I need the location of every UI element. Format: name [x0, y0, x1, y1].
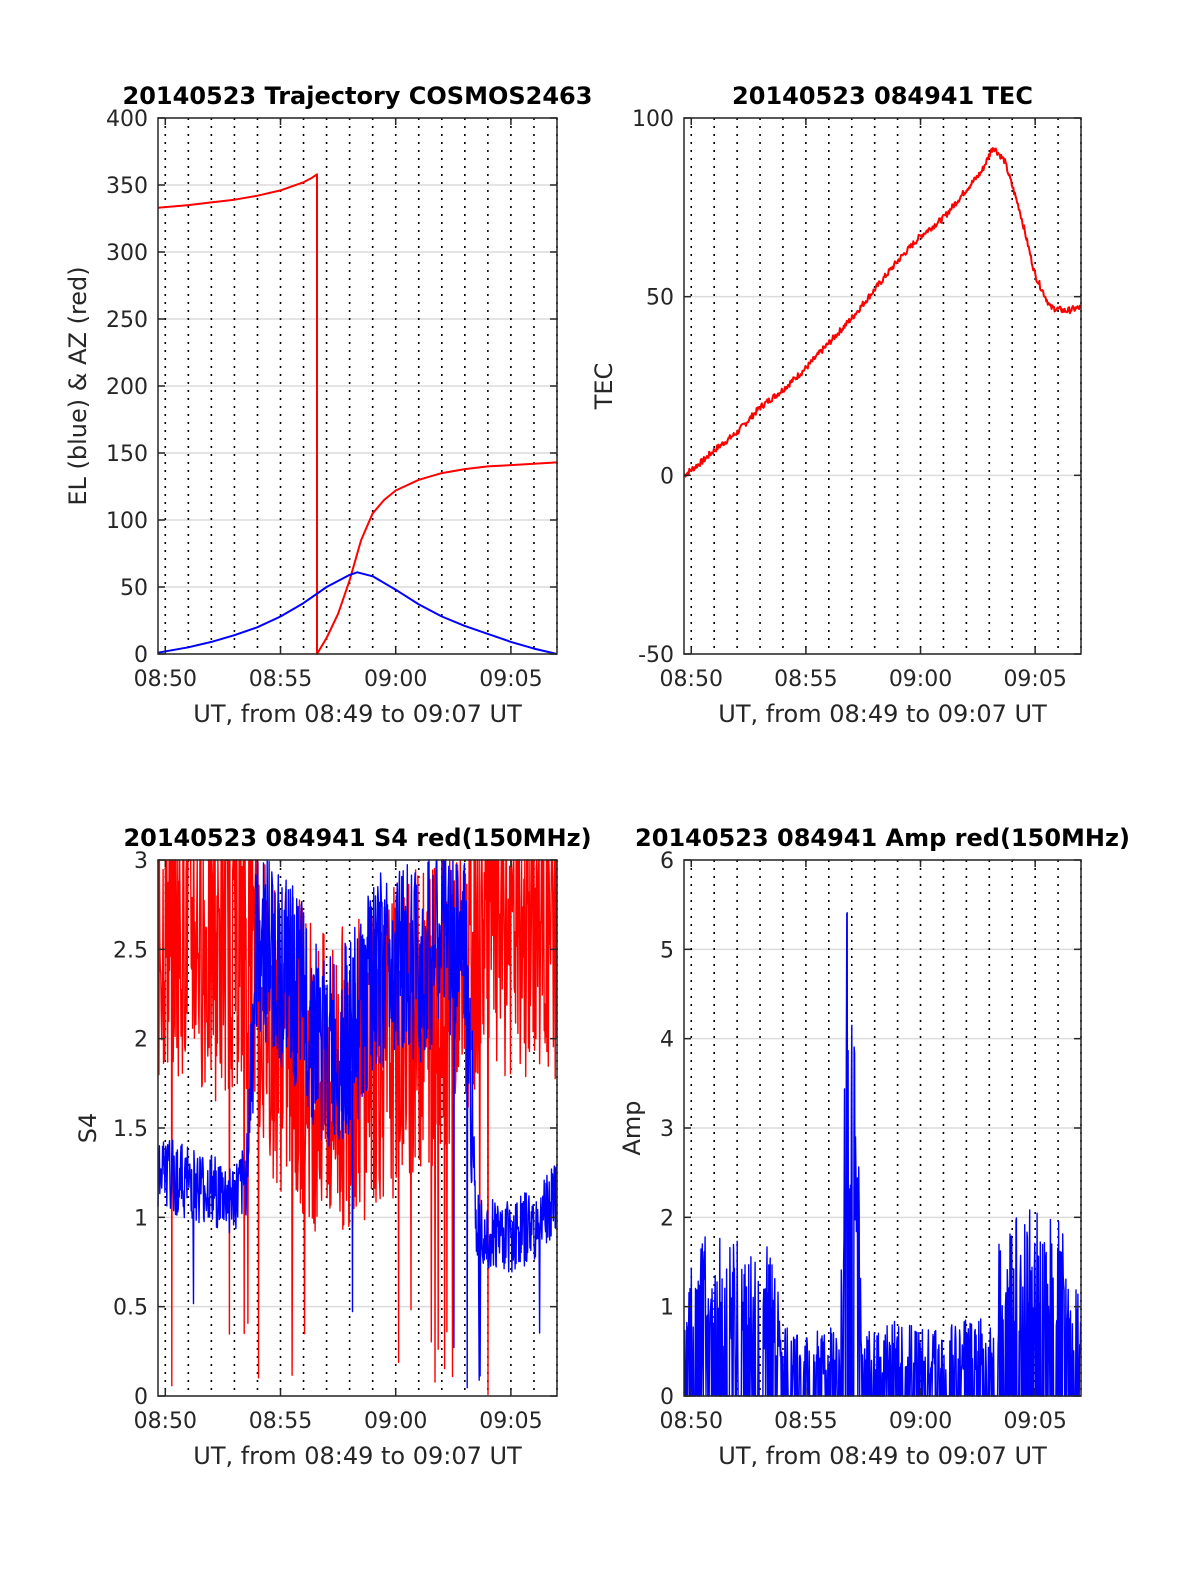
x-tick-label: 09:00: [889, 1409, 952, 1434]
x-tick-label: 08:50: [660, 1409, 723, 1434]
y-tick-label: 400: [106, 107, 148, 132]
x-tick-label: 09:00: [364, 667, 427, 692]
series-line-2: [157, 859, 558, 1389]
y-tick-label: 1.5: [113, 1117, 148, 1142]
y-tick-label: 150: [106, 442, 148, 467]
x-axis-label: UT, from 08:49 to 09:07 UT: [718, 1442, 1047, 1470]
y-tick-label: 0.5: [113, 1296, 148, 1321]
x-tick-label: 08:55: [249, 667, 312, 692]
chart-panel-1: 0 50 100 150 200 250 300 350 400 08:50 08:55 09:00 0…: [64, 82, 592, 728]
y-tick-label: 0: [660, 1385, 674, 1410]
x-axis-label: UT, from 08:49 to 09:07 UT: [193, 1442, 522, 1470]
chart-panel-2: -50 0 50 100 08:50 08:55 09:00 09:05 20140523 08…: [590, 82, 1082, 728]
plot-area: [684, 118, 1081, 654]
axes-box: [683, 117, 1082, 655]
chart-title: 20140523 084941 TEC: [732, 82, 1033, 110]
chart-title: 20140523 Trajectory COSMOS2463: [123, 82, 593, 110]
y-tick-label: 5: [660, 938, 674, 963]
y-tick-label: -50: [638, 643, 674, 668]
y-tick-label: 3: [134, 849, 148, 874]
y-tick-label: 50: [646, 286, 674, 311]
y-tick-label: 6: [660, 849, 674, 874]
y-tick-label: 200: [106, 375, 148, 400]
x-axis-label: UT, from 08:49 to 09:07 UT: [193, 700, 522, 728]
y-axis-label: S4: [74, 1113, 102, 1144]
y-tick-label: 350: [106, 174, 148, 199]
chart-panel-4: 0 1 2 3 4 5 6 08:50 08:55 09:00 09:05 20140523 0849…: [618, 824, 1130, 1470]
y-axis-label: TEC: [590, 363, 618, 411]
x-tick-label: 09:05: [1003, 1409, 1066, 1434]
y-tick-label: 2.5: [113, 938, 148, 963]
series-line-2: [157, 571, 558, 655]
y-tick-label: 300: [106, 241, 148, 266]
x-tick-label: 09:00: [889, 667, 952, 692]
y-tick-label: 0: [134, 1385, 148, 1410]
y-tick-label: 1: [660, 1296, 674, 1321]
chart-panel-3: 0 0.5 1 1.5 2 2.5 3 08:50 08:55 09:00 09:05 2014052…: [74, 824, 592, 1470]
series-line-1: [157, 173, 558, 655]
y-tick-label: 2: [660, 1206, 674, 1231]
x-tick-label: 08:55: [774, 667, 837, 692]
y-tick-label: 2: [134, 1028, 148, 1053]
x-tick-label: 08:50: [134, 667, 197, 692]
y-axis-label: Amp: [618, 1100, 646, 1155]
x-tick-label: 08:55: [774, 1409, 837, 1434]
y-tick-label: 50: [120, 576, 148, 601]
y-tick-label: 100: [106, 509, 148, 534]
x-tick-label: 08:50: [134, 1409, 197, 1434]
x-tick-label: 08:50: [660, 667, 723, 692]
y-axis-label: EL (blue) & AZ (red): [64, 266, 92, 505]
y-tick-label: 0: [660, 464, 674, 489]
y-tick-label: 0: [134, 643, 148, 668]
x-tick-label: 09:05: [479, 1409, 542, 1434]
y-tick-label: 4: [660, 1028, 674, 1053]
x-tick-label: 09:00: [364, 1409, 427, 1434]
series-line-1: [683, 147, 1081, 478]
x-axis-label: UT, from 08:49 to 09:07 UT: [718, 700, 1047, 728]
y-tick-label: 1: [134, 1206, 148, 1231]
x-tick-label: 08:55: [249, 1409, 312, 1434]
x-tick-label: 09:05: [1003, 667, 1066, 692]
chart-title: 20140523 084941 S4 red(150MHz): [123, 824, 591, 852]
x-tick-label: 09:05: [479, 667, 542, 692]
y-tick-label: 250: [106, 308, 148, 333]
chart-title: 20140523 084941 Amp red(150MHz): [635, 824, 1130, 852]
y-tick-label: 3: [660, 1117, 674, 1142]
y-tick-label: 100: [632, 107, 674, 132]
